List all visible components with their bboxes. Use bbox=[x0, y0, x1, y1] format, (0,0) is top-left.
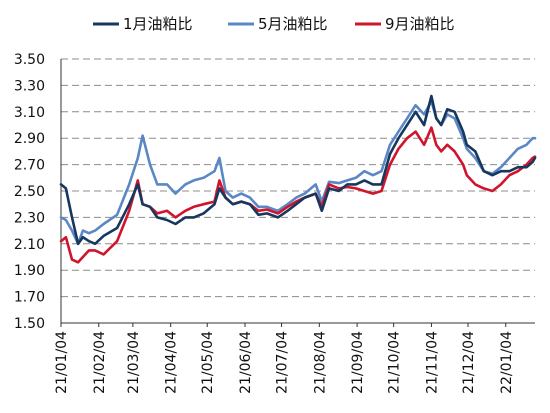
x-tick-label: 21/02/04 bbox=[92, 331, 108, 394]
y-tick-label: 1.90 bbox=[14, 263, 45, 279]
y-tick-label: 3.50 bbox=[14, 52, 45, 68]
series-lines bbox=[59, 94, 537, 264]
y-tick-label: 2.90 bbox=[14, 131, 45, 147]
legend-label-3: 9月油粕比 bbox=[385, 15, 455, 33]
x-axis-tick-labels: 21/01/04 21/02/04 21/03/04 21/04/04 21/05/04… bbox=[54, 331, 515, 394]
legend-label-2: 5月油粕比 bbox=[258, 15, 328, 33]
x-tick-label: 21/09/04 bbox=[350, 331, 366, 394]
x-tick-label: 21/06/04 bbox=[238, 331, 254, 394]
x-tick-label: 21/08/04 bbox=[312, 331, 328, 394]
y-tick-label: 1.70 bbox=[14, 290, 45, 306]
y-tick-label: 2.50 bbox=[14, 184, 45, 200]
x-tick-label: 21/05/04 bbox=[200, 331, 216, 394]
legend: 1月油粕比 5月油粕比 9月油粕比 bbox=[93, 15, 455, 33]
y-tick-label: 2.10 bbox=[14, 237, 45, 253]
x-tick-label: 21/07/04 bbox=[275, 331, 291, 394]
axes bbox=[60, 59, 535, 327]
x-tick-label: 21/04/04 bbox=[164, 331, 180, 394]
series-line-1 bbox=[59, 94, 537, 246]
x-tick-label: 21/10/04 bbox=[387, 331, 403, 394]
y-tick-label: 3.30 bbox=[14, 78, 45, 94]
x-tick-label: 21/12/04 bbox=[461, 331, 477, 394]
x-tick-label: 21/11/04 bbox=[424, 331, 440, 394]
y-axis-tick-labels: 3.50 3.30 3.10 2.90 2.70 2.50 2.30 2.10 1.90 1.70… bbox=[14, 52, 45, 332]
legend-label-1: 1月油粕比 bbox=[123, 15, 193, 33]
y-tick-label: 3.10 bbox=[14, 105, 45, 121]
x-tick-label: 21/03/04 bbox=[126, 331, 142, 394]
y-tick-label: 2.70 bbox=[14, 158, 45, 174]
y-tick-label: 1.50 bbox=[14, 316, 45, 332]
x-tick-label: 21/01/04 bbox=[54, 331, 70, 394]
x-tick-label: 22/01/04 bbox=[499, 331, 515, 394]
series-line-2 bbox=[59, 99, 537, 246]
y-tick-label: 2.30 bbox=[14, 210, 45, 226]
